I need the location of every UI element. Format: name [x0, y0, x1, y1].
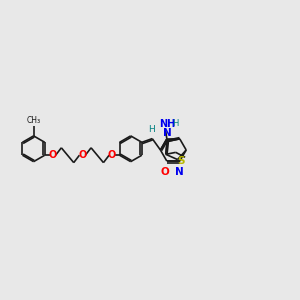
Text: N: N: [163, 128, 172, 138]
Text: CH₃: CH₃: [26, 116, 41, 125]
Text: H: H: [172, 119, 178, 128]
Text: S: S: [177, 156, 184, 166]
Text: O: O: [160, 167, 169, 177]
Text: O: O: [78, 150, 86, 160]
Text: NH: NH: [160, 119, 176, 129]
Text: H: H: [148, 125, 154, 134]
Text: N: N: [176, 167, 184, 177]
Text: O: O: [108, 150, 116, 160]
Text: O: O: [49, 150, 57, 160]
